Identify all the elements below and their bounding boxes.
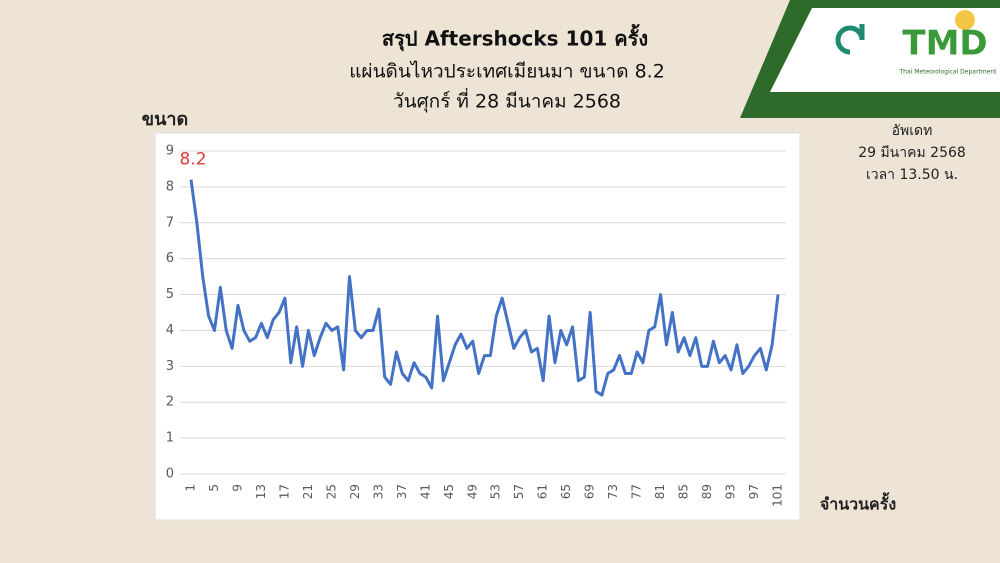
x-tick-label: 97 xyxy=(747,484,761,499)
logo-caption: Thai Meteorological Department xyxy=(899,69,998,76)
x-tick-label: 77 xyxy=(630,484,644,499)
logo-name: TMD xyxy=(902,24,987,64)
x-tick-label: 65 xyxy=(559,484,573,499)
y-tick-label: 1 xyxy=(166,431,174,446)
update-note: เวลา 13.50 น. xyxy=(866,167,958,183)
x-tick-label: 1 xyxy=(184,484,198,492)
y-tick-label: 8 xyxy=(166,179,174,194)
x-tick-label: 57 xyxy=(512,484,526,499)
x-tick-label: 73 xyxy=(606,484,620,499)
data-line xyxy=(189,179,780,397)
chart-title: สรุป Aftershocks 101 ครั้ง xyxy=(382,24,648,52)
x-tick-label: 13 xyxy=(254,484,268,499)
x-tick-label: 81 xyxy=(653,484,667,499)
x-tick-label: 25 xyxy=(324,484,338,499)
x-tick-label: 45 xyxy=(442,484,456,499)
x-tick-label: 93 xyxy=(724,484,738,499)
x-tick-label: 37 xyxy=(395,484,409,499)
data-label: 8.2 xyxy=(179,150,206,170)
chart-subtitle: วันศุกร์ ที่ 28 มีนาคม 2568 xyxy=(393,88,621,114)
x-tick-label: 21 xyxy=(301,484,315,499)
y-tick-label: 5 xyxy=(166,287,174,302)
y-tick-label: 0 xyxy=(166,467,174,482)
y-axis-label: ขนาด xyxy=(142,109,188,130)
update-note: 29 มีนาคม 2568 xyxy=(858,145,966,161)
plot-panel xyxy=(154,132,801,521)
y-tick-label: 2 xyxy=(166,395,174,410)
x-tick-label: 29 xyxy=(348,484,362,499)
x-tick-label: 53 xyxy=(489,484,503,499)
y-tick-label: 3 xyxy=(166,359,174,374)
logo-box xyxy=(770,8,1000,92)
sun-icon xyxy=(955,10,975,30)
x-tick-label: 17 xyxy=(277,484,291,499)
y-tick-label: 7 xyxy=(166,215,174,230)
chart-subtitle: แผ่นดินไหวประเทศเมียนมา ขนาด 8.2 xyxy=(349,61,665,83)
x-tick-label: 49 xyxy=(465,484,479,499)
x-tick-label: 89 xyxy=(700,484,714,499)
x-tick-label: 5 xyxy=(207,484,221,492)
y-tick-label: 9 xyxy=(166,144,174,159)
y-tick-label: 4 xyxy=(166,323,174,338)
de-logo xyxy=(835,24,865,55)
x-tick-label: 41 xyxy=(418,484,432,499)
update-note: อัพเดท xyxy=(892,123,933,139)
x-axis-label: จำนวนครั้ง xyxy=(820,492,896,514)
x-tick-label: 101 xyxy=(771,484,785,507)
x-tick-label: 9 xyxy=(230,484,244,492)
y-tick-label: 6 xyxy=(166,251,174,266)
x-tick-label: 85 xyxy=(677,484,691,499)
x-tick-label: 61 xyxy=(536,484,550,499)
x-tick-label: 69 xyxy=(583,484,597,499)
x-tick-label: 33 xyxy=(371,484,385,499)
